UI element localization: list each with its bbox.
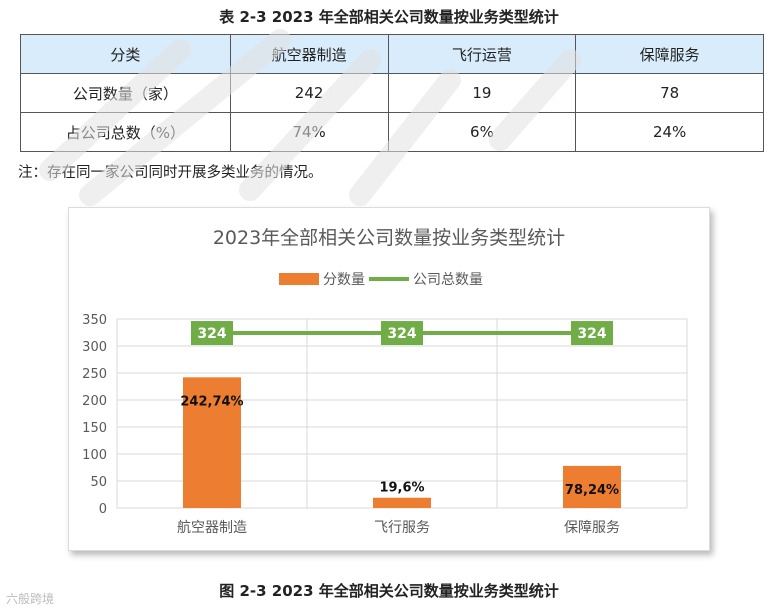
table-caption: 表 2-3 2023 年全部相关公司数量按业务类型统计: [219, 8, 559, 26]
line-data-label: 324: [577, 326, 606, 342]
x-tick-label: 飞行服务: [374, 520, 430, 536]
chart-title: 2023年全部相关公司数量按业务类型统计: [213, 227, 565, 249]
bar: [563, 465, 621, 508]
header-cell: 飞行运营: [387, 34, 577, 74]
table-cell: 占公司总数（%）: [20, 112, 231, 152]
bar: [183, 377, 241, 508]
legend-swatch-bar: [279, 273, 319, 285]
figure-caption: 图 2-3 2023 年全部相关公司数量按业务类型统计: [219, 582, 559, 600]
header-cell: 航空器制造: [229, 34, 389, 74]
table-cell: 24%: [575, 112, 764, 152]
bar: [373, 497, 431, 508]
table-row: 占公司总数（%） 74% 6% 24%: [20, 112, 764, 152]
table-note: 注：存在同一家公司同时开展多类业务的情况。: [18, 165, 323, 181]
header-cell: 保障服务: [575, 34, 764, 74]
chart-svg: 2023年全部相关公司数量按业务类型统计 分数量 公司总数量 0 50 100 150…: [82, 227, 688, 536]
legend-label-line: 公司总数量: [413, 272, 483, 288]
line-data-label: 324: [197, 326, 226, 342]
plot-area: 0 50 100 150 200 250 300 350 242,74% 19,6% 78,24% 3…: [82, 313, 688, 536]
y-tick-label: 350: [82, 313, 107, 328]
y-tick-label: 100: [82, 448, 107, 463]
y-tick-label: 200: [82, 394, 107, 409]
table-header-row: 分类 航空器制造 飞行运营 保障服务: [20, 34, 764, 74]
x-tick-label: 航空器制造: [177, 520, 247, 536]
line-data-label: 324: [387, 326, 416, 342]
table-cell: 242: [229, 73, 389, 113]
x-tick-label: 保障服务: [564, 520, 620, 536]
chart-card: 2023年全部相关公司数量按业务类型统计 分数量 公司总数量 0 50 100 150…: [68, 207, 710, 551]
stats-table: 分类 航空器制造 飞行运营 保障服务 公司数量（家） 242 19 78 占公司…: [20, 34, 764, 152]
line-point-label-box: [191, 321, 233, 346]
table-cell: 78: [575, 73, 764, 113]
table-row: 公司数量（家） 242 19 78: [20, 73, 764, 113]
table-cell: 19: [387, 73, 577, 113]
table-cell: 74%: [229, 112, 389, 152]
y-tick-label: 250: [82, 367, 107, 382]
header-cell: 分类: [20, 34, 231, 74]
legend-label-bar: 分数量: [323, 272, 365, 288]
bar-data-label: 242,74%: [180, 394, 243, 409]
bar-data-label: 19,6%: [379, 481, 424, 496]
bar-data-label: 78,24%: [565, 483, 619, 498]
line-point-label-box: [571, 321, 613, 346]
y-tick-label: 300: [82, 340, 107, 355]
table-cell: 公司数量（家）: [20, 73, 231, 113]
watermark-text: 六般跨境: [6, 592, 55, 606]
y-tick-label: 0: [99, 502, 107, 517]
table-cell: 6%: [387, 112, 577, 152]
y-tick-label: 150: [82, 421, 107, 436]
y-tick-label: 50: [90, 475, 107, 490]
line-point-label-box: [381, 321, 423, 346]
